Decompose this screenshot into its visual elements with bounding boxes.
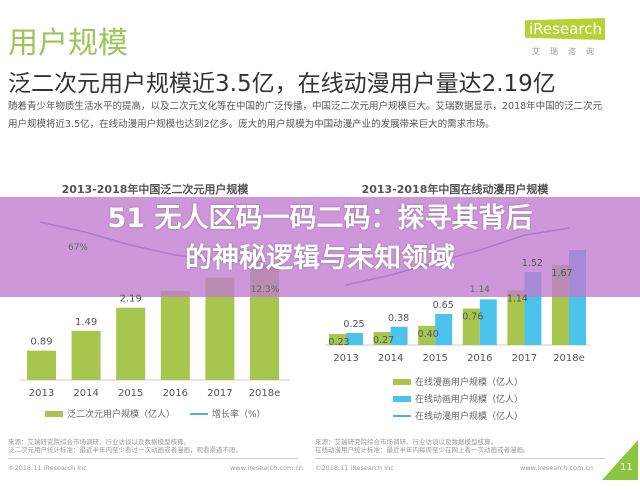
source-line: 来源：艾瑞研究院综合市场调研、行业访谈以及数据模型核算。: [315, 438, 497, 446]
bar: [116, 307, 146, 380]
bar: [346, 333, 363, 345]
section-title: 用户规模: [8, 26, 128, 61]
bar: [329, 333, 346, 345]
legend-label: 增长率（%）: [212, 410, 266, 420]
x-tick-label: 2015: [422, 353, 447, 364]
overlay-band: [0, 197, 640, 297]
bar: [390, 326, 408, 345]
page-number: 11: [620, 462, 633, 473]
x-tick-label: 2013: [29, 388, 54, 399]
source-line: 来源：艾瑞研究院综合市场调研、行业访谈以及数据模型核算。: [8, 438, 190, 446]
right-site: www.iresearch.com.cn: [520, 464, 594, 472]
x-tick-label: 2018e: [553, 353, 585, 364]
legend-swatch: [393, 395, 411, 402]
data-label: 0.89: [30, 337, 52, 348]
left-site: www.iresearch.com.cn: [230, 464, 304, 472]
source-line: 泛二次元用户统计标准：最近半年内至少看过一次动画或者漫画，观看渠道不限。: [8, 446, 242, 454]
data-label: 1.14: [507, 293, 528, 304]
x-tick-label: 2015: [118, 388, 143, 399]
data-label: 0.38: [388, 313, 409, 324]
data-label: 0.25: [343, 319, 364, 330]
overlay-title: 51 无人区码一码二码：探寻其背后 的神秘逻辑与未知领域: [0, 199, 640, 279]
legend-right-anime: 在线动画用户规模（亿人）: [393, 392, 523, 405]
x-tick-label: 2014: [378, 353, 403, 364]
data-label: 1.49: [75, 317, 97, 328]
left-chart-title: 2013-2018年中国泛二次元用户规模: [61, 183, 249, 196]
legend-label: 在线漫画用户规模（亿人）: [415, 378, 524, 388]
x-tick-label: 2013: [333, 353, 358, 364]
body-text: 随着青少年物质生活水平的提高，以及二次元文化等在中国的广泛传播，中国泛二次元用户…: [8, 101, 603, 130]
bar: [160, 290, 190, 380]
divider: [8, 458, 298, 459]
data-label: 0.76: [462, 312, 483, 323]
bar: [373, 332, 391, 345]
overlay-line-2: 的神秘逻辑与未知领域: [185, 243, 455, 274]
data-label: 1.67: [551, 268, 572, 279]
legend-swatch: [190, 412, 208, 415]
data-label: 0.23: [328, 337, 349, 348]
bar: [435, 313, 453, 345]
bar: [479, 299, 497, 345]
source-line: 在线动漫用户统计标准：最近半年内每周至少在网上看一次动画或者漫画。: [315, 446, 530, 454]
data-label: 0.65: [433, 300, 454, 311]
data-label: 2.19: [120, 294, 142, 305]
legend-right-total: 在线动漫用户规模（亿人）: [393, 409, 523, 422]
growth-label: 67%: [68, 243, 88, 253]
legend-label: 在线动漫用户规模（亿人）: [415, 412, 524, 422]
x-tick-label: 2014: [73, 388, 98, 399]
divider: [315, 458, 605, 459]
x-tick-label: 2016: [163, 388, 188, 399]
overlay-line-1: 51 无人区码一码二码：探寻其背后: [107, 203, 533, 234]
right-source: 来源：艾瑞研究院综合市场调研、行业访谈以及数据模型核算。 在线动漫用户统计标准：最…: [315, 438, 530, 454]
left-copyright: ©2018.11 iResearch Inc: [8, 464, 87, 472]
bar: [507, 290, 525, 345]
bar: [71, 330, 101, 380]
legend-swatch: [45, 410, 63, 417]
bar: [418, 325, 436, 345]
legend-label: 泛二次元用户规模（亿人）: [67, 410, 176, 420]
x-tick-label: 2018e: [249, 388, 281, 399]
data-label: 0.27: [373, 335, 394, 346]
data-label: 1.52: [522, 258, 543, 269]
x-tick-label: 2017: [512, 353, 537, 364]
right-copyright: ©2018.11 iResearch Inc: [315, 464, 394, 472]
x-tick-label: 2016: [467, 353, 492, 364]
legend-left-line: 增长率（%）: [190, 407, 266, 420]
growth-label: 12.3%: [251, 285, 280, 295]
logo-subtitle: 艾瑞咨询: [532, 47, 604, 56]
bar: [27, 350, 56, 380]
data-label: 0.40: [418, 329, 439, 340]
headline: 泛二次元用户规模近3.5亿，在线动漫用户量达2.19亿: [8, 71, 556, 97]
left-source: 来源：艾瑞研究院综合市场调研、行业访谈以及数据模型核算。 泛二次元用户统计标准：最…: [8, 438, 242, 454]
legend-label: 在线动画用户规模（亿人）: [415, 395, 524, 405]
right-chart-title: 2013-2018年中国在线动漫用户规模: [361, 183, 549, 196]
legend-right-comic: 在线漫画用户规模（亿人）: [393, 375, 523, 388]
bar: [462, 308, 480, 345]
legend-swatch: [393, 414, 411, 417]
legend-swatch: [393, 378, 411, 385]
iresearch-logo: iResearch: [525, 18, 605, 40]
x-tick-label: 2017: [207, 388, 232, 399]
legend-left-bars: 泛二次元用户规模（亿人）: [45, 407, 175, 420]
total-label: 1.14: [470, 285, 490, 295]
